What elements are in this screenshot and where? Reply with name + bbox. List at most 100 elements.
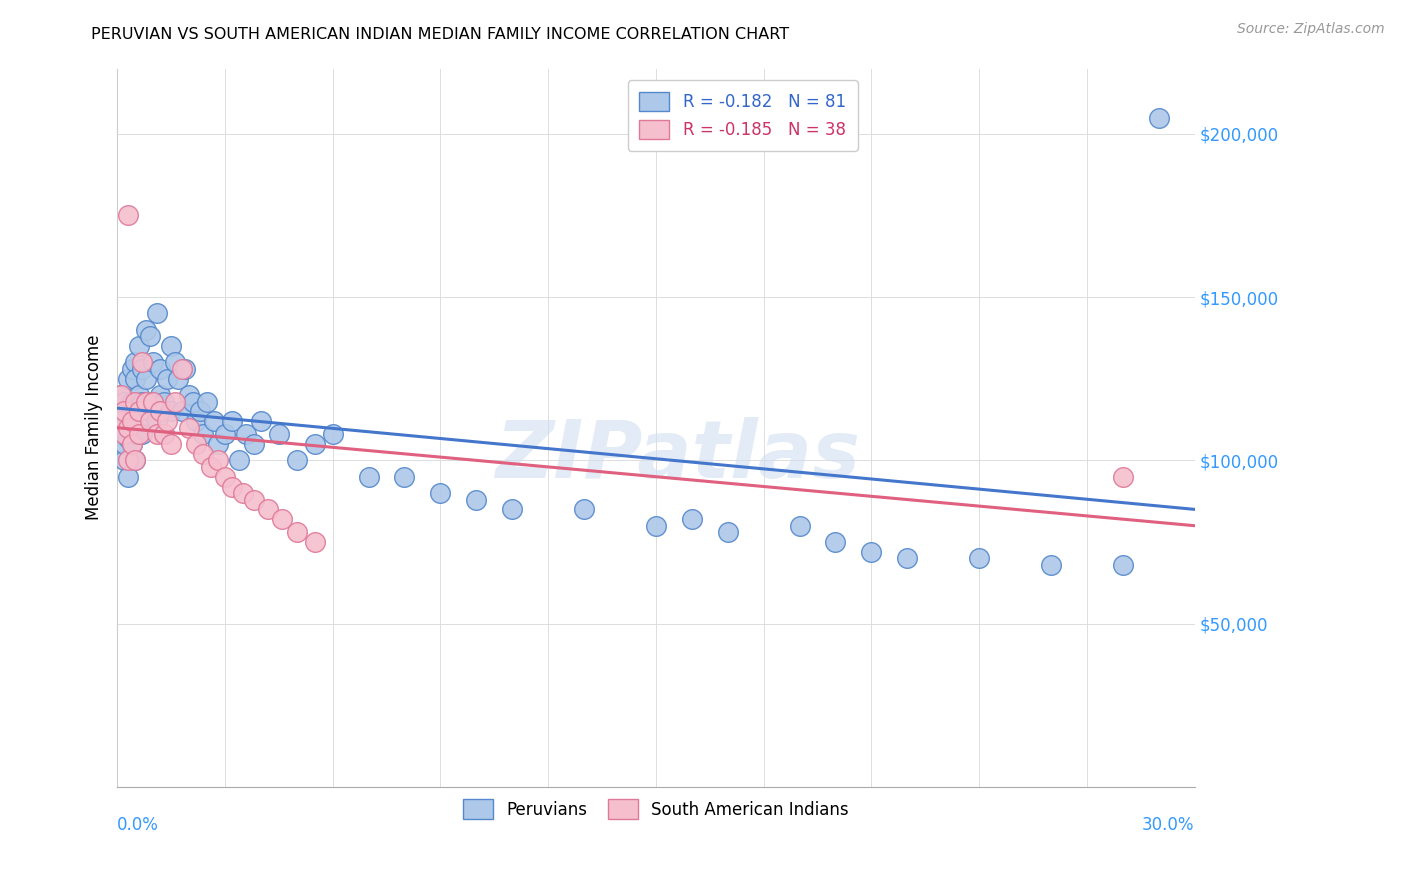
Point	[177, 421, 200, 435]
Point	[271, 512, 294, 526]
Point	[142, 394, 165, 409]
Point	[124, 453, 146, 467]
Point	[128, 404, 150, 418]
Point	[167, 372, 190, 386]
Point	[117, 209, 139, 223]
Point	[896, 551, 918, 566]
Point	[195, 394, 218, 409]
Point	[501, 502, 523, 516]
Point	[124, 427, 146, 442]
Point	[235, 427, 257, 442]
Point	[1147, 111, 1170, 125]
Point	[207, 453, 229, 467]
Point	[465, 492, 488, 507]
Point	[860, 545, 883, 559]
Point	[121, 394, 143, 409]
Point	[110, 388, 132, 402]
Point	[131, 355, 153, 369]
Point	[135, 394, 157, 409]
Point	[824, 535, 846, 549]
Point	[128, 414, 150, 428]
Point	[149, 388, 172, 402]
Point	[145, 306, 167, 320]
Point	[193, 427, 215, 442]
Point	[163, 355, 186, 369]
Point	[149, 404, 172, 418]
Point	[156, 414, 179, 428]
Point	[228, 453, 250, 467]
Point	[285, 453, 308, 467]
Point	[142, 394, 165, 409]
Point	[128, 388, 150, 402]
Point	[242, 437, 264, 451]
Text: ZIPatlas: ZIPatlas	[495, 417, 860, 495]
Point	[181, 394, 204, 409]
Point	[124, 372, 146, 386]
Point	[135, 372, 157, 386]
Point	[112, 394, 135, 409]
Point	[117, 421, 139, 435]
Point	[112, 427, 135, 442]
Point	[202, 414, 225, 428]
Point	[1039, 558, 1062, 572]
Point	[110, 404, 132, 418]
Point	[207, 437, 229, 451]
Point	[357, 469, 380, 483]
Point	[174, 362, 197, 376]
Point	[121, 437, 143, 451]
Point	[644, 518, 666, 533]
Point	[124, 355, 146, 369]
Point	[200, 459, 222, 474]
Point	[304, 535, 326, 549]
Text: 0.0%: 0.0%	[117, 815, 159, 834]
Point	[121, 362, 143, 376]
Point	[153, 427, 176, 442]
Point	[153, 394, 176, 409]
Point	[160, 437, 183, 451]
Point	[121, 414, 143, 428]
Point	[717, 525, 740, 540]
Point	[149, 362, 172, 376]
Text: 30.0%: 30.0%	[1142, 815, 1195, 834]
Point	[322, 427, 344, 442]
Legend: Peruvians, South American Indians: Peruvians, South American Indians	[457, 793, 855, 825]
Point	[117, 411, 139, 425]
Point	[145, 414, 167, 428]
Point	[160, 339, 183, 353]
Point	[112, 404, 135, 418]
Point	[142, 355, 165, 369]
Point	[1112, 469, 1135, 483]
Point	[110, 414, 132, 428]
Point	[131, 427, 153, 442]
Point	[117, 430, 139, 444]
Point	[112, 414, 135, 428]
Y-axis label: Median Family Income: Median Family Income	[86, 335, 103, 520]
Point	[221, 479, 243, 493]
Point	[267, 427, 290, 442]
Point	[156, 372, 179, 386]
Point	[138, 414, 160, 428]
Point	[153, 427, 176, 442]
Point	[128, 339, 150, 353]
Point	[214, 469, 236, 483]
Point	[250, 414, 273, 428]
Point	[285, 525, 308, 540]
Point	[257, 502, 280, 516]
Point	[188, 404, 211, 418]
Point	[117, 372, 139, 386]
Point	[214, 427, 236, 442]
Point	[145, 427, 167, 442]
Point	[186, 437, 208, 451]
Point	[177, 388, 200, 402]
Point	[193, 447, 215, 461]
Point	[121, 437, 143, 451]
Point	[138, 404, 160, 418]
Point	[170, 404, 193, 418]
Point	[110, 388, 132, 402]
Point	[789, 518, 811, 533]
Point	[124, 394, 146, 409]
Point	[112, 437, 135, 451]
Point	[163, 394, 186, 409]
Point	[967, 551, 990, 566]
Point	[124, 453, 146, 467]
